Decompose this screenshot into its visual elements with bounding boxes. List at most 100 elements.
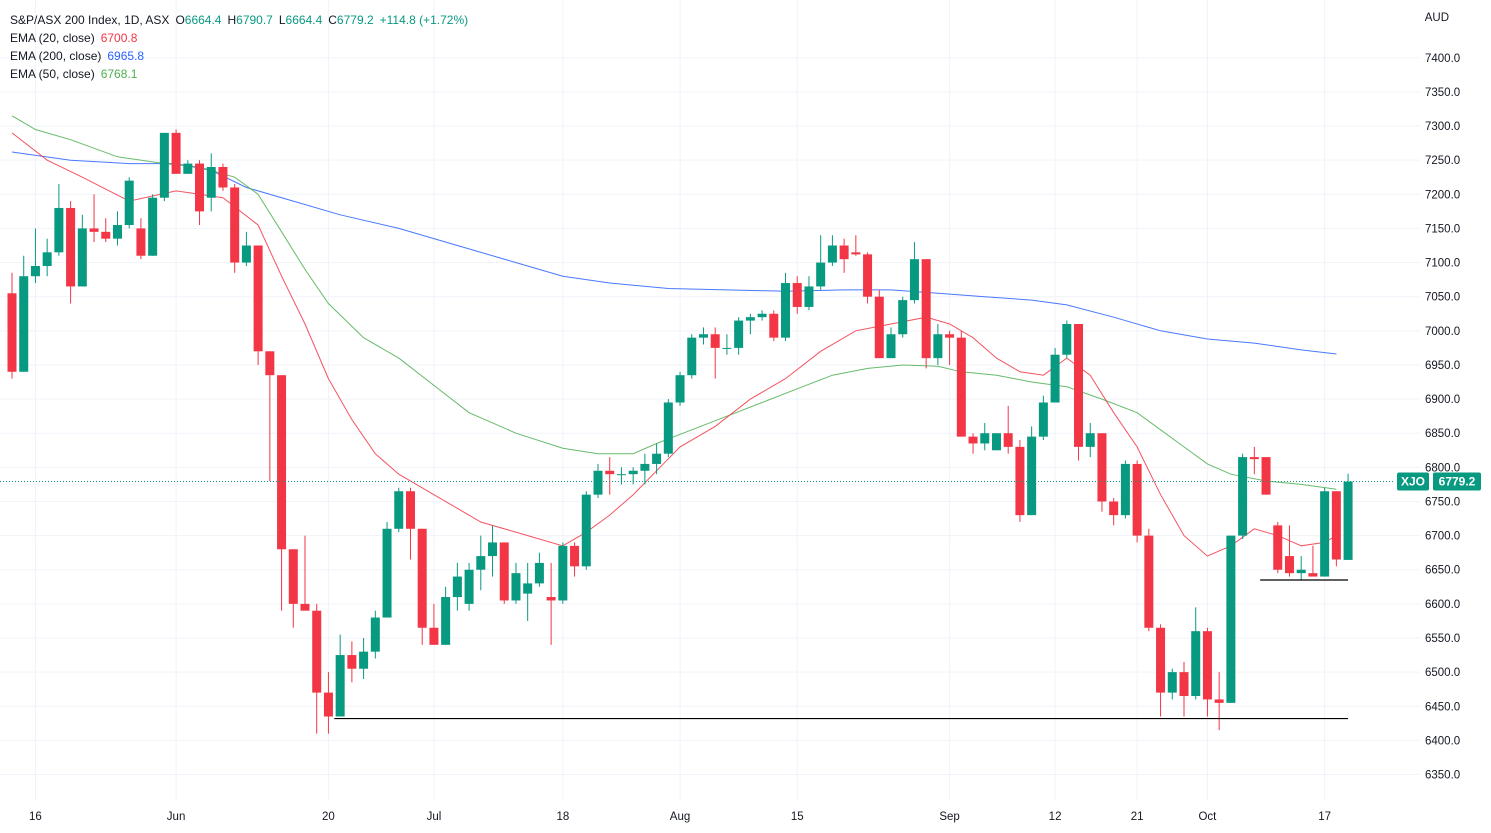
candle-body [687,337,697,376]
candle [241,231,251,266]
candle [195,160,205,226]
candle [734,317,744,355]
candle [288,549,298,628]
candle [581,491,591,570]
close-label: C [328,13,337,27]
change-value: +114.8 (+1.72%) [379,13,469,27]
candle [534,552,544,587]
candle-body [1167,672,1177,693]
candle-body [1144,535,1154,628]
time-tick-label: Jun [167,811,186,823]
candle-body [663,402,673,454]
ema20-label: EMA (20, close) [10,31,95,45]
candle [89,194,99,243]
candle-body [195,163,205,212]
candle-body [1179,672,1189,697]
candle-body [710,334,720,348]
candle-body [1085,433,1095,447]
candle-body [1132,463,1142,536]
candle [1273,521,1283,574]
candle-body [804,286,814,307]
ema20-value: 6700.8 [100,31,138,45]
candle-body [909,259,919,301]
candle [370,610,380,659]
candle [781,272,791,342]
candle-body [124,180,134,226]
price-tick-label: 6600.0 [1425,599,1460,611]
candle-body [54,207,64,253]
high-label: H [227,13,237,27]
legend-ema20-row[interactable]: EMA (20, close) 6700.8 [10,29,468,47]
symbol-label[interactable]: S&P/ASX 200 Index, 1D, ASX [10,13,170,27]
candle-body [77,228,87,287]
time-axis[interactable]: 16 Jun 20 Jul 18 Aug 15 Sep 12 21 Oct 17 [29,811,1331,823]
candle [769,310,779,342]
ema50-label: EMA (50, close) [10,67,95,81]
legend-ema200-row[interactable]: EMA (200, close) 6965.8 [10,47,468,65]
candle [1191,607,1201,700]
candle-body [628,470,638,475]
candle [652,443,662,475]
price-tick-label: 7400.0 [1425,53,1460,65]
candle-body [1284,556,1294,574]
candle [300,535,310,611]
candle [523,562,533,621]
candle-body [288,549,298,604]
chart-legend: S&P/ASX 200 Index, 1D, ASX O 6664.4 H 6790… [10,11,468,83]
candle [405,487,415,560]
price-axis[interactable]: 7400.0 7350.0 7300.0 7250.0 7200.0 7150.0 7100… [1425,53,1460,782]
candle-body [1074,324,1084,447]
legend-ema50-row[interactable]: EMA (50, close) 6768.1 [10,65,468,83]
candle [1003,405,1013,454]
candle [956,330,966,437]
candle-body [546,597,556,601]
candle-body [1156,627,1166,693]
candle [1202,627,1212,717]
candle [1343,473,1353,560]
time-tick-label: 21 [1131,811,1144,823]
candle [980,422,990,451]
candle-body [863,254,873,297]
candle [1074,324,1084,461]
price-tick-label: 6500.0 [1425,667,1460,679]
candle [1120,460,1130,519]
ema20-line [11,132,1337,557]
candle [417,528,427,645]
candle-body [1109,501,1119,516]
candle [1214,672,1224,731]
candle [1238,453,1248,540]
candle-body [1038,402,1048,437]
candle-body [581,494,591,567]
candle-body [1308,573,1318,577]
open-label: O [175,13,185,27]
candle-body [534,562,544,584]
candle-body [593,470,603,495]
candle-body [499,542,509,601]
price-tick-label: 6400.0 [1425,735,1460,747]
candle-body [1050,354,1060,403]
candle-body [616,474,626,476]
candle-body [1226,535,1236,703]
price-tick-label: 7100.0 [1425,258,1460,270]
candle [968,433,978,454]
candle-body [781,283,791,338]
candle [42,238,52,277]
candle-body [757,313,767,318]
candle [476,535,486,591]
candle-body [382,528,392,618]
time-tick-label: 15 [791,811,804,823]
candle-body [1062,324,1072,355]
candle [1284,525,1294,577]
candle-body [359,651,369,669]
candle-body [253,245,263,352]
candle-body [394,491,404,529]
candle [757,310,767,321]
candle-body [874,296,884,359]
candle [1179,661,1189,717]
candle-body [347,655,357,669]
candle [312,603,322,734]
candle-body [523,583,533,594]
candle [323,672,333,734]
candle [394,487,404,533]
